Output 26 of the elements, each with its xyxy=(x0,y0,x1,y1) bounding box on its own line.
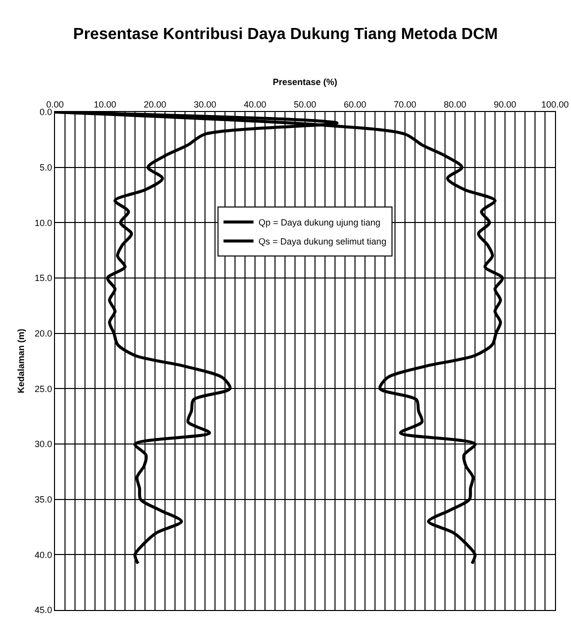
x-tick-label: 30.00 xyxy=(194,99,216,110)
x-tick-label: 40.00 xyxy=(244,99,266,110)
y-tick-label: 25.0 xyxy=(34,384,52,394)
chart-title: Presentase Kontribusi Daya Dukung Tiang Metoda DCM xyxy=(73,26,498,44)
x-tick-label: 20.00 xyxy=(144,99,166,110)
y-tick-label: 10.0 xyxy=(34,218,52,228)
y-tick-label: 20.0 xyxy=(34,328,52,338)
x-tick-label: 50.00 xyxy=(294,99,316,110)
x-tick-label: 100.00 xyxy=(541,99,569,110)
y-tick-label: 30.0 xyxy=(34,439,52,450)
y-axis-title: Kedalaman (m) xyxy=(16,328,26,394)
legend-label: Qs = Daya dukung selimut tiang xyxy=(258,236,386,247)
y-tick-label: 40.0 xyxy=(34,550,52,560)
x-tick-label: 0.00 xyxy=(46,99,64,110)
legend-label: Qp = Daya dukung ujung tiang xyxy=(258,218,380,228)
x-tick-label: 10.00 xyxy=(94,99,116,110)
x-axis-title: Presentase (%) xyxy=(272,76,338,87)
y-tick-label: 0.0 xyxy=(40,107,52,118)
y-tick-label: 15.0 xyxy=(34,273,52,284)
x-tick-label: 70.00 xyxy=(394,99,416,110)
x-tick-label: 60.00 xyxy=(344,99,366,110)
y-tick-label: 35.0 xyxy=(34,494,52,504)
y-tick-label: 5.0 xyxy=(40,162,52,172)
y-tick-label: 45.0 xyxy=(34,605,52,616)
x-tick-label: 80.00 xyxy=(444,99,466,110)
x-tick-label: 90.00 xyxy=(494,99,516,110)
